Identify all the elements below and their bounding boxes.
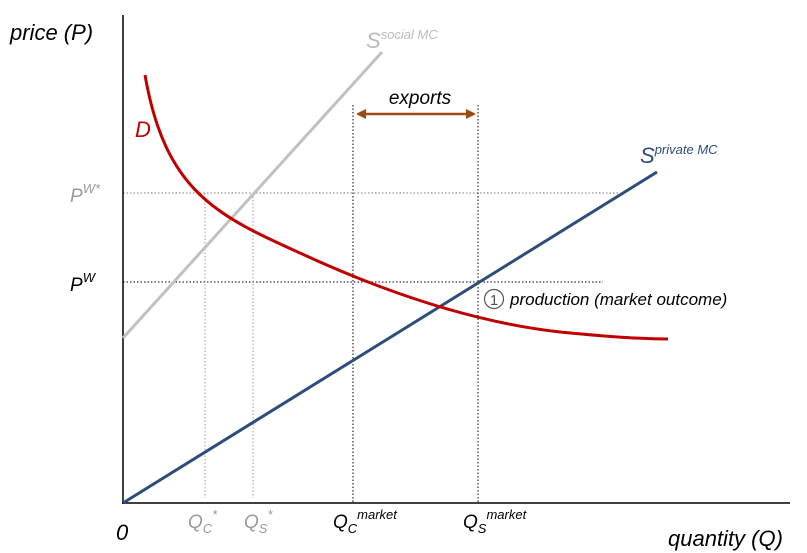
origin-label: 0 (116, 520, 129, 545)
qs-market-label: QSmarket (463, 507, 528, 536)
subscript: C (348, 521, 358, 536)
superscript: private MC (654, 142, 718, 157)
private-supply-label: Sprivate MC (640, 142, 718, 168)
symbol: P (70, 275, 83, 296)
symbol: P (70, 186, 83, 207)
exports-label: exports (389, 88, 452, 109)
demand-label: D (135, 117, 151, 142)
symbol: Q (188, 512, 203, 533)
social-supply-label: Ssocial MC (366, 27, 438, 53)
symbol: S (366, 28, 381, 53)
x-axis-label: quantity (Q) (668, 526, 783, 551)
pw-star-label: PW* (70, 181, 101, 207)
qc-market-label: QCmarket (333, 507, 398, 536)
subscript: S (478, 521, 487, 536)
social-supply-curve (121, 50, 384, 340)
superscript: W (83, 270, 97, 285)
demand-curve (143, 74, 669, 341)
symbol: S (640, 143, 655, 168)
symbol: Q (333, 512, 348, 533)
superscript: W* (83, 181, 101, 196)
superscript: social MC (381, 27, 439, 42)
annotation-marker: 1 (490, 292, 498, 309)
symbol: Q (244, 512, 259, 533)
private-supply-curve (122, 170, 658, 505)
qs-star-label: QS* (244, 507, 273, 536)
annotation-text: production (market outcome) (509, 290, 727, 309)
subscript: S (259, 521, 268, 536)
symbol: Q (463, 512, 478, 533)
superscript: * (212, 507, 218, 522)
annotation-marker-circle (483, 288, 505, 310)
qc-star-label: QC* (188, 507, 218, 536)
superscript: market (357, 507, 398, 522)
pw-label: PW (70, 270, 97, 296)
y-axis-label: price (P) (9, 20, 93, 45)
superscript: * (267, 507, 273, 522)
superscript: market (486, 507, 527, 522)
subscript: C (203, 521, 213, 536)
